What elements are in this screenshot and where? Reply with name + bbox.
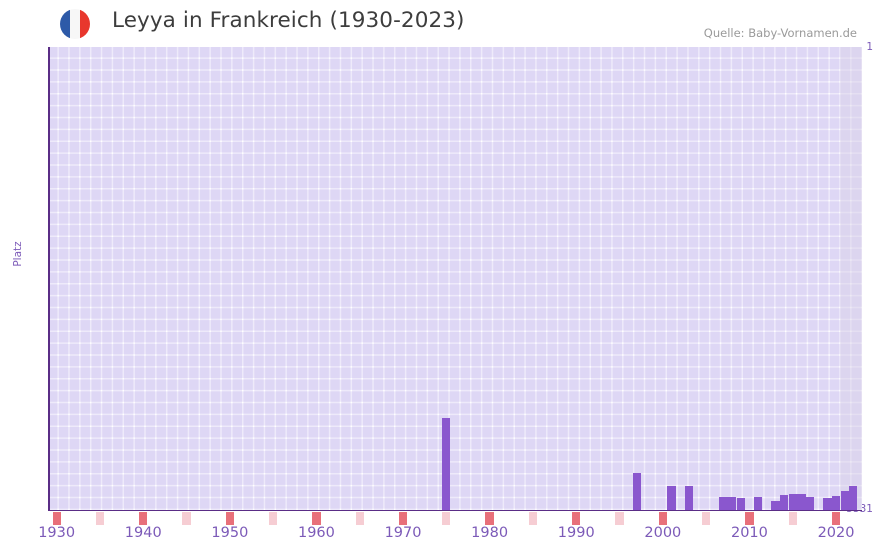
chart-title: Leyya in Frankreich (1930-2023) [112,8,465,33]
x-axis-line [48,509,862,512]
y-axis-line [48,47,50,511]
bar-1997 [632,473,641,510]
x-axis-label-1950: 1950 [211,525,249,541]
y-axis-label: Platz [12,241,24,267]
x-tick-minor-1935 [95,511,105,525]
x-tick-major-1940 [139,511,148,525]
bar-2021 [840,490,849,510]
bar-2009 [736,498,745,510]
bar-2001 [667,485,676,510]
x-tick-major-1990 [572,511,581,525]
x-tick-minor-2015 [788,511,797,525]
x-tick-major-2000 [658,511,667,525]
x-axis-label-1980: 1980 [471,525,509,541]
flag-stripe-red [79,9,90,39]
bar-2022 [849,485,858,510]
x-axis-label-2020: 2020 [817,525,855,541]
x-tick-minor-1955 [268,511,278,525]
bar-2003 [684,486,693,510]
bar-2007 [719,496,728,510]
bar-2020 [831,495,841,510]
x-axis-label-1970: 1970 [384,525,422,541]
source-attribution: Quelle: Baby-Vornamen.de [703,26,857,40]
plot-area [48,47,862,510]
x-tick-major-1980 [485,511,494,525]
x-tick-major-2020 [831,511,841,525]
france-flag-circle-icon [60,9,90,39]
x-tick-major-2010 [745,511,754,525]
x-tick-minor-1985 [528,511,538,525]
x-tick-major-1960 [312,511,321,525]
flag-stripe-blue [60,9,70,39]
bar-2016 [797,494,806,510]
bar-2011 [753,496,763,510]
x-tick-major-1930 [52,511,61,525]
x-axis-label-1940: 1940 [124,525,162,541]
y-axis-tick-top: 1 [866,41,873,53]
bar-2019 [823,498,832,510]
bar-2008 [727,496,737,510]
x-tick-major-1950 [225,511,234,525]
bar-2014 [779,494,789,510]
bar-2015 [788,494,797,510]
chart-header: Leyya in Frankreich (1930-2023) Quelle: … [0,0,873,44]
x-tick-minor-1995 [615,511,624,525]
bar-2017 [805,496,815,510]
x-axis-label-2010: 2010 [730,525,768,541]
grid-background [48,47,862,510]
x-tick-major-1970 [398,511,408,525]
x-tick-minor-1945 [182,511,191,525]
bar-2013 [771,500,780,510]
x-axis-label-1960: 1960 [297,525,335,541]
x-axis-label-1990: 1990 [557,525,595,541]
x-tick-minor-1965 [355,511,364,525]
x-tick-minor-1975 [442,511,451,525]
flag-stripe-white [69,9,80,39]
x-axis-label-2000: 2000 [644,525,682,541]
x-axis-label-1930: 1930 [38,525,76,541]
x-tick-minor-2005 [701,511,711,525]
bar-1975 [442,417,451,510]
